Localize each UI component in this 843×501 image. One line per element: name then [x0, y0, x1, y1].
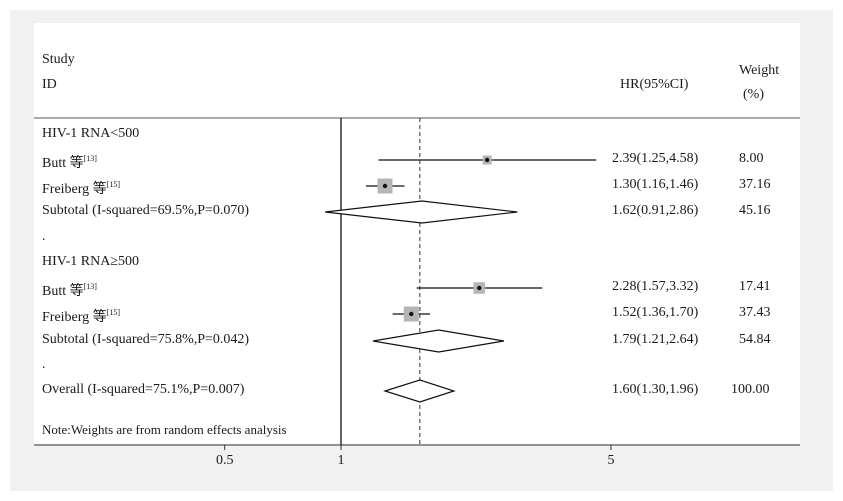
row-label-dot: . — [42, 357, 46, 372]
x-tick-label: 5 — [607, 453, 615, 468]
row-weight: 37.43 — [739, 305, 771, 320]
header-weight-unit: (%) — [743, 87, 764, 102]
overall-diamond — [383, 379, 456, 403]
row-hr-ci: 2.28(1.57,3.32) — [612, 279, 699, 294]
row-hr-ci: 2.39(1.25,4.58) — [612, 151, 699, 166]
row-label-group: HIV-1 RNA<500 — [42, 126, 140, 141]
point-estimate — [382, 183, 388, 189]
row-weight: 17.41 — [739, 279, 771, 294]
row-label-group: HIV-1 RNA≥500 — [42, 254, 140, 269]
reference-superscript: [15] — [106, 308, 121, 317]
row-label-overall: Overall (I-squared=75.1%,P=0.007) — [42, 382, 245, 397]
row-label-study: Freiberg 等[15] — [42, 180, 121, 197]
row-hr-ci: 1.60(1.30,1.96) — [612, 382, 699, 397]
row-hr-ci: 1.62(0.91,2.86) — [612, 203, 699, 218]
header-hr-ci: HR(95%CI) — [620, 77, 689, 92]
row-weight: 45.16 — [739, 203, 771, 218]
row-label-subtotal: Subtotal (I-squared=75.8%,P=0.042) — [42, 332, 250, 347]
point-estimate — [477, 285, 482, 291]
row-weight: 8.00 — [739, 151, 764, 166]
header-study: Study — [42, 52, 75, 67]
row-label-subtotal: Subtotal (I-squared=69.5%,P=0.070) — [42, 203, 250, 218]
x-tick-label: 0.5 — [215, 453, 234, 468]
point-estimate — [484, 157, 490, 163]
row-weight: 100.00 — [731, 382, 770, 397]
plot-area — [34, 23, 800, 444]
row-label-study: Butt 等[13] — [42, 282, 97, 299]
subtotal-diamond — [325, 200, 518, 224]
row-weight: 54.84 — [739, 332, 771, 347]
row-label-study: Freiberg 等[15] — [42, 308, 121, 325]
header-weight: Weight — [739, 63, 780, 78]
row-label-study: Butt 等[13] — [42, 154, 97, 171]
row-hr-ci: 1.30(1.16,1.46) — [612, 177, 699, 192]
row-label-dot: . — [42, 229, 46, 244]
reference-superscript: [13] — [83, 282, 97, 291]
reference-superscript: [13] — [83, 154, 97, 163]
point-estimate — [409, 311, 414, 317]
row-weight: 37.16 — [739, 177, 771, 192]
x-tick-label: 1 — [337, 453, 345, 468]
reference-superscript: [15] — [106, 180, 121, 189]
header-id: ID — [42, 77, 57, 92]
row-hr-ci: 1.52(1.36,1.70) — [612, 305, 699, 320]
subtotal-diamond — [372, 329, 504, 353]
row-hr-ci: 1.79(1.21,2.64) — [612, 332, 699, 347]
footnote: Note:Weights are from random effects ana… — [42, 422, 287, 437]
